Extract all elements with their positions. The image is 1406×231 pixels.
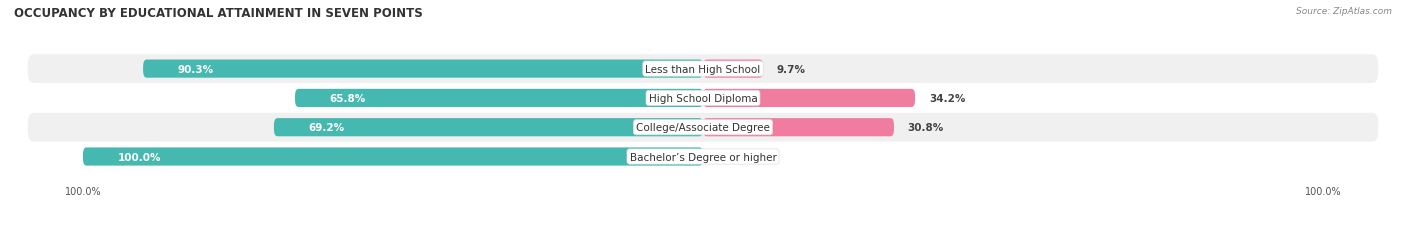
- Text: OCCUPANCY BY EDUCATIONAL ATTAINMENT IN SEVEN POINTS: OCCUPANCY BY EDUCATIONAL ATTAINMENT IN S…: [14, 7, 423, 20]
- FancyBboxPatch shape: [295, 89, 703, 107]
- Text: Bachelor’s Degree or higher: Bachelor’s Degree or higher: [630, 152, 776, 162]
- Text: 65.8%: 65.8%: [329, 94, 366, 103]
- FancyBboxPatch shape: [274, 119, 703, 137]
- FancyBboxPatch shape: [28, 113, 1378, 142]
- Text: 0.0%: 0.0%: [717, 152, 745, 162]
- Text: 30.8%: 30.8%: [908, 123, 943, 133]
- FancyBboxPatch shape: [703, 119, 894, 137]
- FancyBboxPatch shape: [703, 89, 915, 107]
- FancyBboxPatch shape: [143, 60, 703, 78]
- Text: College/Associate Degree: College/Associate Degree: [636, 123, 770, 133]
- Text: High School Diploma: High School Diploma: [648, 94, 758, 103]
- Text: 9.7%: 9.7%: [778, 64, 806, 74]
- FancyBboxPatch shape: [28, 143, 1378, 171]
- Text: Less than High School: Less than High School: [645, 64, 761, 74]
- Text: 90.3%: 90.3%: [177, 64, 214, 74]
- Text: 100.0%: 100.0%: [118, 152, 160, 162]
- FancyBboxPatch shape: [28, 55, 1378, 84]
- Text: 34.2%: 34.2%: [929, 94, 965, 103]
- FancyBboxPatch shape: [83, 148, 703, 166]
- Text: Source: ZipAtlas.com: Source: ZipAtlas.com: [1296, 7, 1392, 16]
- Text: 69.2%: 69.2%: [308, 123, 344, 133]
- Legend: Owner-occupied, Renter-occupied: Owner-occupied, Renter-occupied: [591, 229, 815, 231]
- FancyBboxPatch shape: [703, 60, 763, 78]
- FancyBboxPatch shape: [28, 84, 1378, 113]
